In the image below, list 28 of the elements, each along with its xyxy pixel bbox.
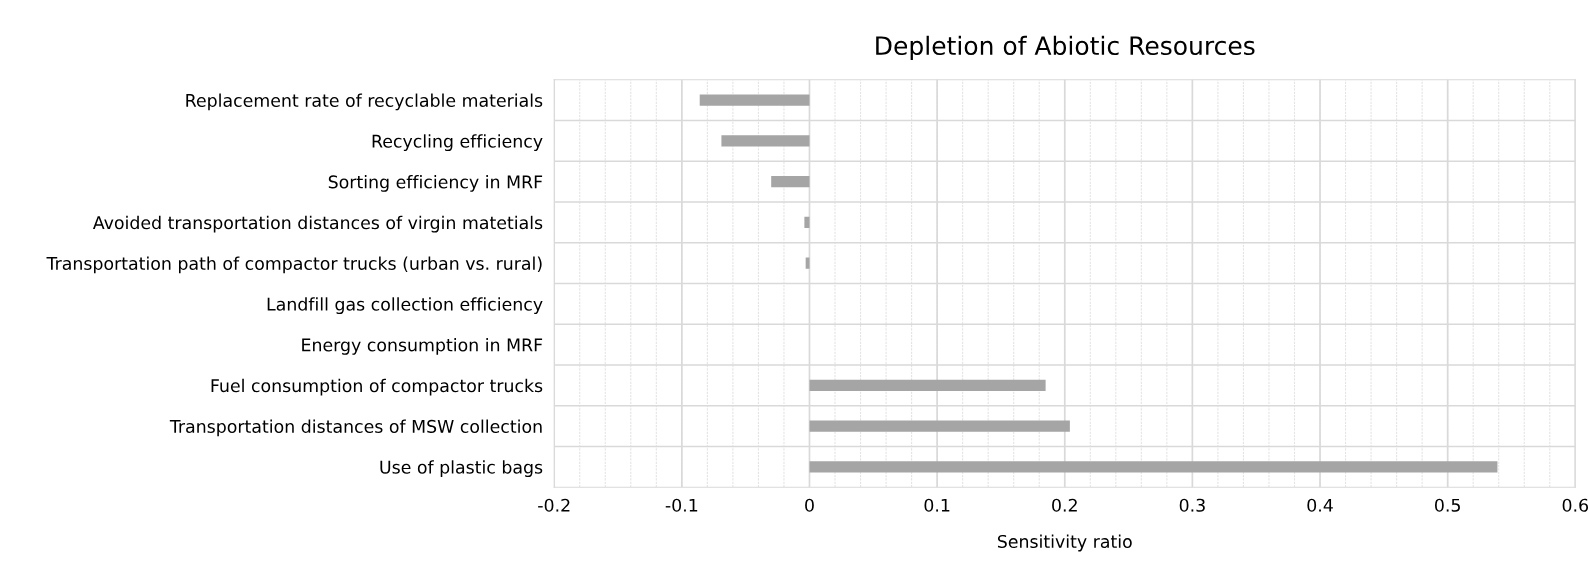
- bar: [699, 94, 810, 106]
- y-tick-label: Transportation path of compactor trucks (urban vs. rural): [46, 256, 542, 274]
- bar: [771, 175, 810, 188]
- bar: [804, 216, 810, 229]
- x-tick-label: -0.2: [538, 498, 570, 512]
- x-axis-title: Sensitivity ratio: [997, 534, 1132, 552]
- x-tick-label: 0.6: [1562, 498, 1588, 512]
- y-tick-label: Transportation distances of MSW collection: [169, 419, 542, 437]
- bar: [809, 379, 1046, 392]
- x-tick-label: 0.2: [1052, 498, 1077, 512]
- x-tick-label: 0.1: [924, 498, 950, 512]
- y-tick-label: Recycling efficiency: [372, 134, 543, 152]
- bar: [721, 135, 810, 147]
- x-tick-label: 0: [805, 498, 814, 512]
- chart-title: Depletion of Abiotic Resources: [876, 35, 1255, 60]
- y-tick-label: Energy consumption in MRF: [302, 338, 543, 355]
- bar: [809, 420, 1070, 432]
- y-tick-label: Sorting efficiency in MRF: [328, 175, 543, 192]
- y-tick-label: Replacement rate of recyclable materials: [186, 93, 543, 111]
- x-tick-label: 0.3: [1179, 498, 1205, 512]
- x-tick-label: 0.5: [1435, 498, 1460, 512]
- y-tick-label: Use of plastic bags: [380, 460, 543, 478]
- x-tick-label: -0.1: [665, 498, 698, 512]
- y-tick-label: Avoided transportation distances of virgin matetials: [92, 215, 543, 233]
- y-tick-label: Landfill gas collection efficiency: [267, 297, 543, 315]
- y-tick-label: Fuel consumption of compactor trucks: [211, 378, 543, 396]
- bar: [809, 461, 1498, 473]
- x-tick-label: 0.4: [1307, 498, 1333, 512]
